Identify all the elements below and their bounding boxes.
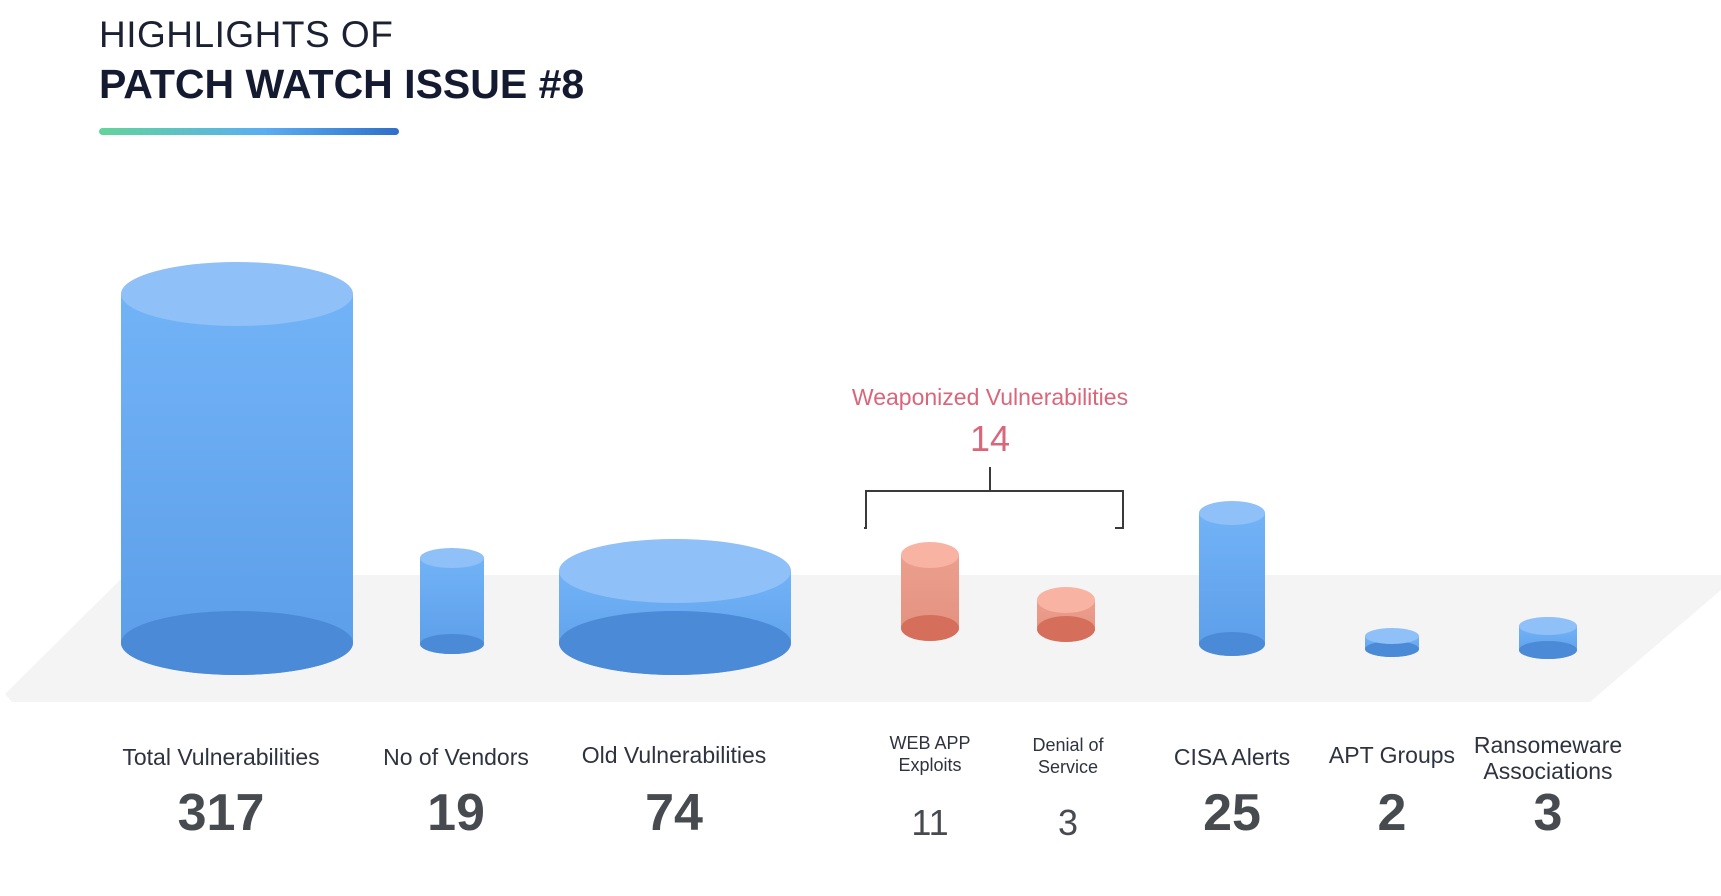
bar-top-total-vulnerabilities xyxy=(121,262,353,326)
bar-base-cisa-alerts xyxy=(1199,632,1265,656)
bar-base-web-app-exploits xyxy=(901,615,959,641)
category-label-no-of-vendors: No of Vendors xyxy=(383,744,529,770)
bar-body-no-of-vendors xyxy=(420,558,484,654)
bar-top-cisa-alerts xyxy=(1199,501,1265,525)
bar-base-denial-of-service xyxy=(1037,616,1095,642)
category-label-ransomeware-associations: Ransomeware Associations xyxy=(1473,732,1623,784)
bar-old-vulnerabilities xyxy=(559,539,791,675)
bar-web-app-exploits xyxy=(901,542,959,641)
category-label-total-vulnerabilities: Total Vulnerabilities xyxy=(122,744,320,770)
header: HIGHLIGHTS OF PATCH WATCH ISSUE #8 xyxy=(99,14,584,108)
bar-base-ransomeware-associations xyxy=(1519,641,1577,659)
bar-body-cisa-alerts xyxy=(1199,513,1265,656)
bar-total-vulnerabilities xyxy=(121,262,353,675)
value-label-web-app-exploits: 11 xyxy=(911,802,949,843)
bar-top-old-vulnerabilities xyxy=(559,539,791,603)
title-underline xyxy=(99,128,399,135)
bar-cisa-alerts xyxy=(1199,501,1265,656)
category-label-denial-of-service: Denial of Service xyxy=(1032,735,1104,777)
bar-ransomeware-associations xyxy=(1519,617,1577,659)
bar-top-apt-groups xyxy=(1365,628,1419,644)
category-label-web-app-exploits: WEB APP Exploits xyxy=(889,733,971,775)
value-label-denial-of-service: 3 xyxy=(1057,802,1079,843)
value-label-ransomeware-associations: 3 xyxy=(1533,784,1563,842)
bar-base-apt-groups xyxy=(1365,641,1419,657)
value-label-total-vulnerabilities: 317 xyxy=(177,784,265,842)
value-label-no-of-vendors: 19 xyxy=(427,784,485,842)
bar-base-total-vulnerabilities xyxy=(121,611,353,675)
bar-body-total-vulnerabilities xyxy=(121,294,353,675)
bar-denial-of-service xyxy=(1037,587,1095,642)
bar-base-old-vulnerabilities xyxy=(559,611,791,675)
category-label-apt-groups: APT Groups xyxy=(1328,742,1456,768)
group-bracket xyxy=(864,467,1124,529)
bar-base-no-of-vendors xyxy=(420,634,484,654)
value-label-apt-groups: 2 xyxy=(1377,784,1407,842)
bar-apt-groups xyxy=(1365,628,1419,657)
category-label-cisa-alerts: CISA Alerts xyxy=(1173,744,1291,770)
weaponized-group-label: Weaponized Vulnerabilities xyxy=(851,384,1129,410)
bar-top-web-app-exploits xyxy=(901,542,959,568)
bar-top-no-of-vendors xyxy=(420,548,484,568)
category-label-old-vulnerabilities: Old Vulnerabilities xyxy=(581,742,767,768)
bar-top-ransomeware-associations xyxy=(1519,617,1577,635)
page-pretitle: HIGHLIGHTS OF xyxy=(99,14,394,55)
page-title: PATCH WATCH ISSUE #8 xyxy=(99,61,585,107)
value-label-cisa-alerts: 25 xyxy=(1203,784,1261,842)
value-label-old-vulnerabilities: 74 xyxy=(645,784,703,842)
bar-no-of-vendors xyxy=(420,548,484,654)
bar-top-denial-of-service xyxy=(1037,587,1095,613)
weaponized-group-value: 14 xyxy=(969,418,1011,459)
